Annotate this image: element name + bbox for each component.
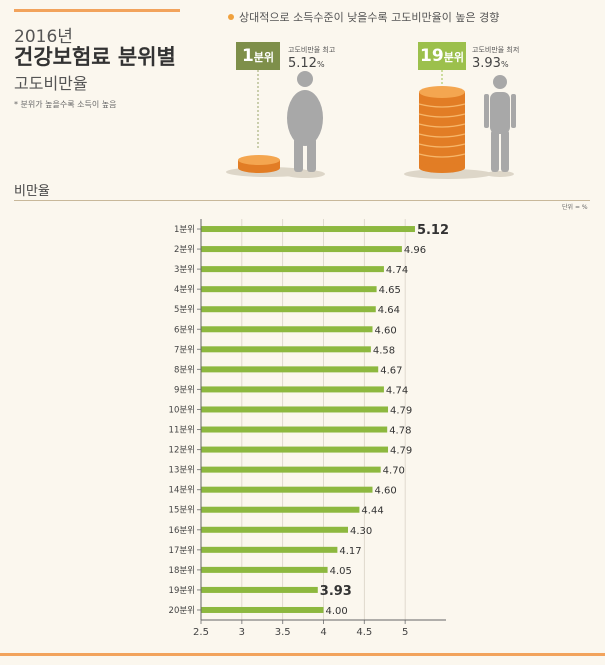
bar <box>201 266 384 273</box>
bar <box>201 306 376 313</box>
bar <box>201 406 389 413</box>
slim-person-icon <box>484 75 516 177</box>
top-stat-pct: % <box>316 60 325 69</box>
low-rank-unit: 분위 <box>443 51 464 64</box>
bar <box>201 486 373 493</box>
quintile-note: * 분위가 높을수록 소득이 높음 <box>14 100 117 109</box>
bar <box>201 286 377 293</box>
top-stat-number: 5.12 <box>288 56 317 71</box>
x-tick-label: 2.5 <box>193 627 209 638</box>
bar <box>201 466 381 473</box>
data-label: 4.96 <box>404 245 426 256</box>
low-rank-badge: 19분위 <box>418 42 466 70</box>
x-tick-label: 3.5 <box>275 627 291 638</box>
obese-person-icon <box>285 71 325 178</box>
category-label: 1분위 <box>174 225 195 235</box>
x-tick-label: 3 <box>239 627 245 638</box>
category-label: 16분위 <box>169 526 195 536</box>
bar <box>201 606 324 613</box>
bar <box>201 346 371 353</box>
category-label: 5분위 <box>174 305 195 315</box>
data-label: 4.65 <box>379 285 401 296</box>
category-label: 4분위 <box>174 285 195 295</box>
unit-note: 단위 = % <box>562 204 588 211</box>
category-label: 12분위 <box>169 446 195 456</box>
category-label: 15분위 <box>169 506 195 516</box>
bar <box>201 326 373 333</box>
category-label: 20분위 <box>169 606 195 616</box>
bar <box>201 566 328 573</box>
category-label: 13분위 <box>169 466 195 476</box>
top-stat-label: 고도비만율 최고 <box>288 46 336 54</box>
data-label: 4.74 <box>386 265 408 276</box>
bottom-accent-rule <box>0 653 605 656</box>
bar <box>201 426 388 433</box>
coin-stack-icon <box>404 86 492 179</box>
x-tick-label: 5 <box>402 627 408 638</box>
data-label: 4.30 <box>350 526 372 537</box>
data-label: 4.67 <box>380 365 402 376</box>
category-label: 19분위 <box>169 586 195 596</box>
section-divider <box>14 200 590 201</box>
data-label: 4.05 <box>330 566 352 577</box>
data-label: 4.60 <box>375 325 397 336</box>
illustration <box>226 70 516 179</box>
category-label: 6분위 <box>174 325 195 335</box>
category-label: 7분위 <box>174 345 195 355</box>
data-label: 3.93 <box>320 584 352 599</box>
category-label: 2분위 <box>174 245 195 255</box>
top-stat-value: 5.12% <box>288 56 325 71</box>
trend-statement: 상대적으로 소득수준이 낮을수록 고도비만율이 높은 경향 <box>228 9 499 25</box>
top-rank-unit: 분위 <box>253 51 275 64</box>
bar <box>201 586 318 593</box>
category-label: 3분위 <box>174 265 195 275</box>
data-label: 4.79 <box>390 405 412 416</box>
data-label: 4.79 <box>390 446 412 457</box>
category-label: 9분위 <box>174 385 195 395</box>
data-label: 4.70 <box>383 466 405 477</box>
category-label: 11분위 <box>169 426 195 436</box>
low-stat-pct: % <box>500 60 509 69</box>
low-stat-number: 3.93 <box>472 56 501 71</box>
data-label: 4.74 <box>386 385 408 396</box>
data-label: 4.17 <box>339 546 361 557</box>
category-label: 14분위 <box>169 486 195 496</box>
top-rank-number: 1 <box>241 46 254 66</box>
top-rank-badge: 1분위 <box>236 42 280 70</box>
bar <box>201 226 415 233</box>
bullet-dot-icon <box>228 14 234 20</box>
data-label: 4.58 <box>373 345 395 356</box>
page-subtitle: 고도비만율 <box>14 74 88 93</box>
category-label: 10분위 <box>169 405 195 415</box>
data-label: 4.78 <box>389 426 411 437</box>
data-label: 5.12 <box>417 223 449 238</box>
section-title: 비만율 <box>14 184 50 199</box>
data-label: 4.60 <box>375 486 397 497</box>
low-stat-label: 고도비만율 최저 <box>472 46 520 54</box>
low-rank-number: 19 <box>420 46 444 66</box>
bar <box>201 386 384 393</box>
trend-text: 상대적으로 소득수준이 낮을수록 고도비만율이 높은 경향 <box>239 11 500 24</box>
bar <box>201 246 402 253</box>
bar <box>201 546 338 553</box>
data-label: 4.44 <box>361 506 383 517</box>
low-stat-value: 3.93% <box>472 56 509 71</box>
category-label: 18분위 <box>169 566 195 576</box>
data-label: 4.00 <box>326 606 348 617</box>
data-label: 4.64 <box>378 305 400 316</box>
page-title: 건강보험료 분위별 <box>14 45 176 69</box>
bar <box>201 526 348 533</box>
category-label: 17분위 <box>169 546 195 556</box>
year-label: 2016년 <box>14 27 73 47</box>
category-label: 8분위 <box>174 365 195 375</box>
x-tick-label: 4 <box>320 627 326 638</box>
bar <box>201 366 379 373</box>
x-tick-label: 4.5 <box>356 627 372 638</box>
top-accent-rule <box>14 9 180 12</box>
bar <box>201 506 360 513</box>
bar <box>201 446 389 453</box>
